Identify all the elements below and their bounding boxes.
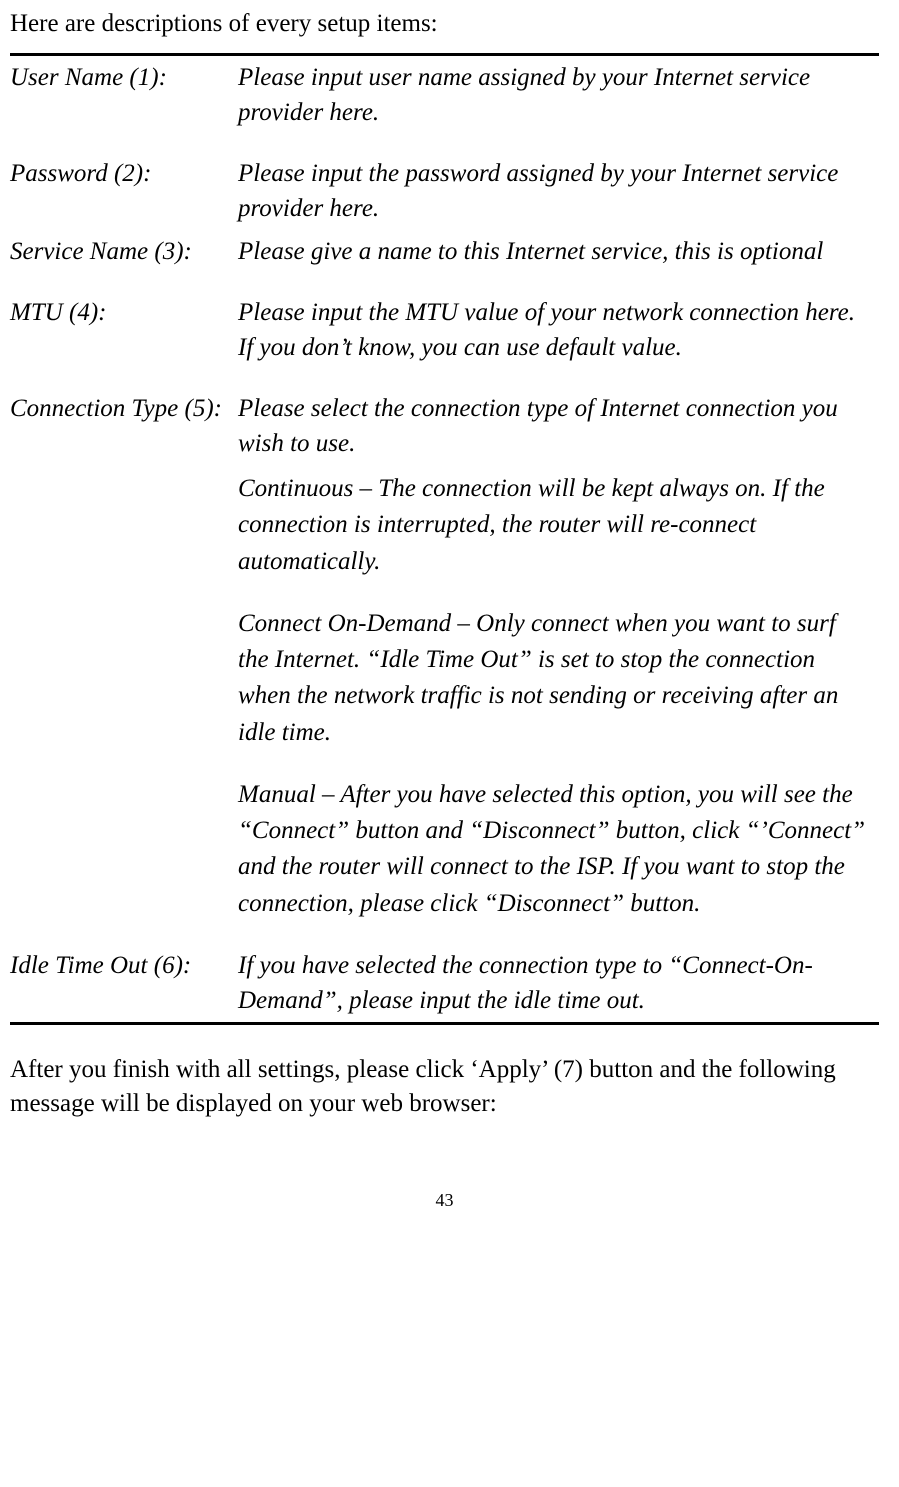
item-label: Password (2):: [10, 152, 238, 230]
item-label: Connection Type (5):: [10, 387, 238, 926]
table-row: Password (2): Please input the password …: [10, 152, 879, 230]
item-label: Idle Time Out (6):: [10, 944, 238, 1024]
item-sub-desc: Manual – After you have selected this op…: [238, 777, 871, 922]
item-desc-main: Please select the connection type of Int…: [238, 395, 838, 457]
table-row: MTU (4): Please input the MTU value of y…: [10, 291, 879, 369]
intro-text: Here are descriptions of every setup ite…: [10, 10, 879, 38]
outro-text: After you finish with all settings, plea…: [10, 1053, 879, 1121]
item-description: Please input the MTU value of your netwo…: [238, 291, 879, 369]
setup-items-table: User Name (1): Please input user name as…: [10, 53, 879, 1025]
page-number: 43: [10, 1190, 879, 1211]
table-row: Service Name (3): Please give a name to …: [10, 230, 879, 273]
item-label: MTU (4):: [10, 291, 238, 369]
document-page: Here are descriptions of every setup ite…: [0, 0, 899, 1231]
item-description: If you have selected the connection type…: [238, 944, 879, 1024]
table-row: Connection Type (5): Please select the c…: [10, 387, 879, 926]
item-sub-desc: Connect On-Demand – Only connect when yo…: [238, 606, 871, 751]
item-label: Service Name (3):: [10, 230, 238, 273]
item-description: Please input the password assigned by yo…: [238, 152, 879, 230]
item-label: User Name (1):: [10, 55, 238, 135]
table-row: Idle Time Out (6): If you have selected …: [10, 944, 879, 1024]
item-description: Please input user name assigned by your …: [238, 55, 879, 135]
item-description: Please select the connection type of Int…: [238, 387, 879, 926]
item-sub-desc: Continuous – The connection will be kept…: [238, 471, 871, 580]
table-row: User Name (1): Please input user name as…: [10, 55, 879, 135]
item-description: Please give a name to this Internet serv…: [238, 230, 879, 273]
